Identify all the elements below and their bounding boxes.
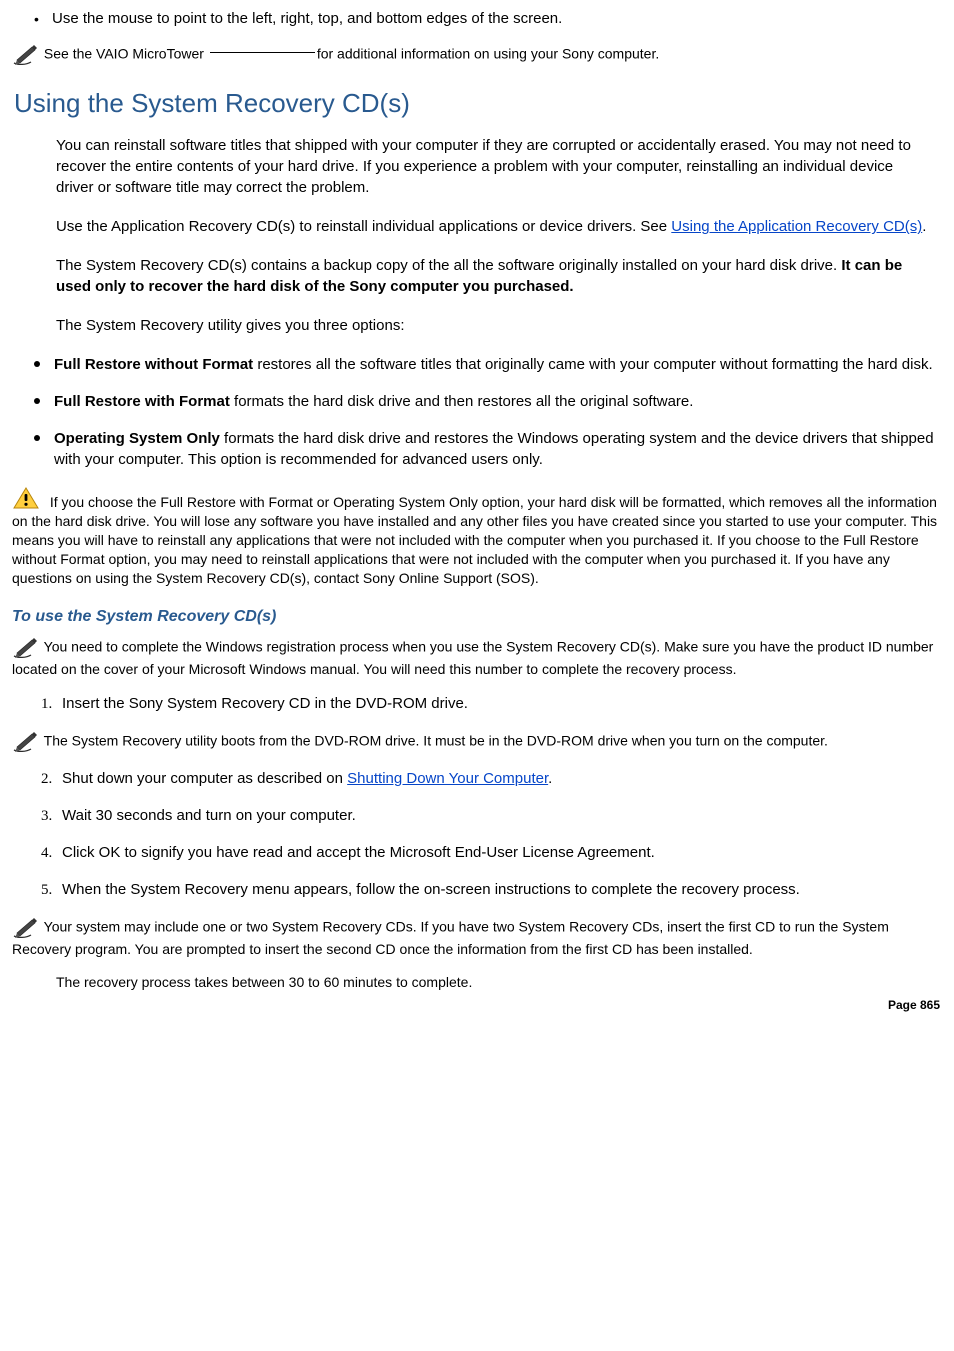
- top-note: See the VAIO MicroTower for additional i…: [12, 43, 942, 67]
- para2-before: Use the Application Recovery CD(s) to re…: [56, 218, 671, 235]
- para2-after: .: [922, 218, 926, 235]
- paragraph-options-intro: The System Recovery utility gives you th…: [56, 315, 934, 336]
- final-paragraph: The recovery process takes between 30 to…: [56, 973, 934, 993]
- paragraph-intro: You can reinstall software titles that s…: [56, 135, 934, 198]
- opt2-bold: Operating System Only: [54, 430, 220, 447]
- note-registration: You need to complete the Windows registr…: [12, 636, 942, 679]
- step2-before: Shut down your computer as described on: [62, 770, 347, 787]
- section-title: Using the System Recovery CD(s): [14, 85, 944, 121]
- blank-line: [210, 52, 315, 53]
- steps-list-1: Insert the Sony System Recovery CD in th…: [10, 693, 944, 714]
- step2-after: .: [548, 770, 552, 787]
- option-full-restore-format: Full Restore with Format formats the har…: [34, 391, 944, 412]
- step-3: Wait 30 seconds and turn on your compute…: [56, 805, 944, 826]
- intro-bullet-list: Use the mouse to point to the left, righ…: [10, 8, 944, 29]
- recovery-options-list: Full Restore without Format restores all…: [10, 354, 944, 470]
- steps-list-2: Shut down your computer as described on …: [10, 768, 944, 900]
- note-boot-text: The System Recovery utility boots from t…: [40, 733, 828, 749]
- opt0-rest: restores all the software titles that or…: [253, 356, 932, 373]
- opt0-bold: Full Restore without Format: [54, 356, 253, 373]
- step-5: When the System Recovery menu appears, f…: [56, 879, 944, 900]
- pen-icon: [12, 916, 40, 940]
- step-1: Insert the Sony System Recovery CD in th…: [56, 693, 944, 714]
- note-two-cds-text: Your system may include one or two Syste…: [12, 919, 889, 957]
- opt1-rest: formats the hard disk drive and then res…: [230, 393, 694, 410]
- warning-text: If you choose the Full Restore with Form…: [12, 494, 937, 586]
- pen-icon: [12, 730, 40, 754]
- option-full-restore-noformat: Full Restore without Format restores all…: [34, 354, 944, 375]
- paragraph-backup: The System Recovery CD(s) contains a bac…: [56, 255, 934, 297]
- warning-icon: [12, 486, 40, 510]
- note-two-cds: Your system may include one or two Syste…: [12, 916, 942, 959]
- option-os-only: Operating System Only formats the hard d…: [34, 428, 944, 470]
- pen-icon: [12, 636, 40, 660]
- step-4: Click OK to signify you have read and ac…: [56, 842, 944, 863]
- intro-bullet-item: Use the mouse to point to the left, righ…: [34, 8, 944, 29]
- step-2: Shut down your computer as described on …: [56, 768, 944, 789]
- note-reg-text: You need to complete the Windows registr…: [12, 639, 933, 677]
- top-note-after: for additional information on using your…: [317, 46, 659, 62]
- shutdown-link[interactable]: Shutting Down Your Computer: [347, 770, 548, 787]
- pen-icon: [12, 43, 40, 67]
- top-note-before: See the VAIO MicroTower: [44, 46, 208, 62]
- paragraph-app-recovery: Use the Application Recovery CD(s) to re…: [56, 216, 934, 237]
- para3-before: The System Recovery CD(s) contains a bac…: [56, 257, 841, 274]
- app-recovery-link[interactable]: Using the Application Recovery CD(s): [671, 218, 922, 235]
- note-boot: The System Recovery utility boots from t…: [12, 730, 942, 754]
- sub-section-title: To use the System Recovery CD(s): [12, 606, 944, 628]
- warning-block: If you choose the Full Restore with Form…: [12, 486, 942, 587]
- page-number: Page 865: [888, 997, 940, 1014]
- opt1-bold: Full Restore with Format: [54, 393, 230, 410]
